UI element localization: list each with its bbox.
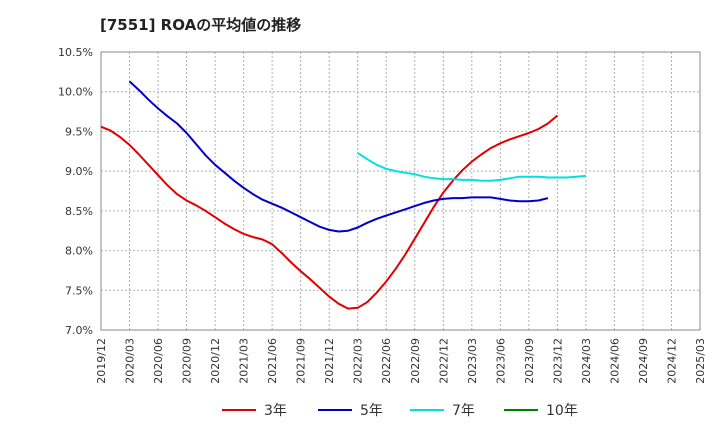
y-tick-label: 10.5%: [58, 46, 93, 59]
x-tick-label: 2020/06: [152, 338, 165, 384]
x-tick-label: 2021/06: [266, 338, 279, 384]
x-tick-label: 2024/03: [580, 338, 593, 384]
x-tick-label: 2022/09: [409, 338, 422, 384]
x-tick-label: 2025/03: [694, 338, 707, 384]
x-tick-label: 2024/12: [665, 338, 678, 384]
x-tick-label: 2023/03: [466, 338, 479, 384]
y-tick-label: 8.5%: [65, 205, 93, 218]
chart-title: [7551] ROAの平均値の推移: [100, 16, 302, 34]
legend-label: 3年: [264, 403, 287, 419]
x-tick-label: 2022/06: [380, 338, 393, 384]
x-tick-label: 2024/09: [637, 338, 650, 384]
x-tick-label: 2022/03: [352, 338, 365, 384]
x-tick-label: 2023/09: [523, 338, 536, 384]
y-tick-label: 7.0%: [65, 324, 93, 337]
x-tick-label: 2021/03: [238, 338, 251, 384]
legend-label: 7年: [452, 403, 475, 419]
x-tick-label: 2024/06: [608, 338, 621, 384]
x-tick-label: 2022/12: [437, 338, 450, 384]
y-tick-label: 9.5%: [65, 125, 93, 138]
legend-label: 10年: [546, 403, 578, 419]
x-tick-label: 2020/12: [209, 338, 222, 384]
x-tick-label: 2020/03: [124, 338, 137, 384]
y-tick-label: 10.0%: [58, 86, 93, 99]
y-tick-label: 8.0%: [65, 245, 93, 258]
x-tick-label: 2021/12: [323, 338, 336, 384]
x-tick-label: 2023/12: [551, 338, 564, 384]
y-tick-label: 9.0%: [65, 165, 93, 178]
series-line-7年: [357, 152, 586, 182]
x-tick-label: 2021/09: [295, 338, 308, 384]
legend-label: 5年: [360, 403, 383, 419]
x-tick-label: 2020/09: [181, 338, 194, 384]
series-line-5年: [128, 80, 549, 233]
series-line-3年: [100, 114, 559, 310]
plot-frame: [100, 51, 701, 331]
x-tick-label: 2019/12: [95, 338, 108, 384]
y-tick-label: 7.5%: [65, 284, 93, 297]
x-tick-label: 2023/06: [494, 338, 507, 384]
